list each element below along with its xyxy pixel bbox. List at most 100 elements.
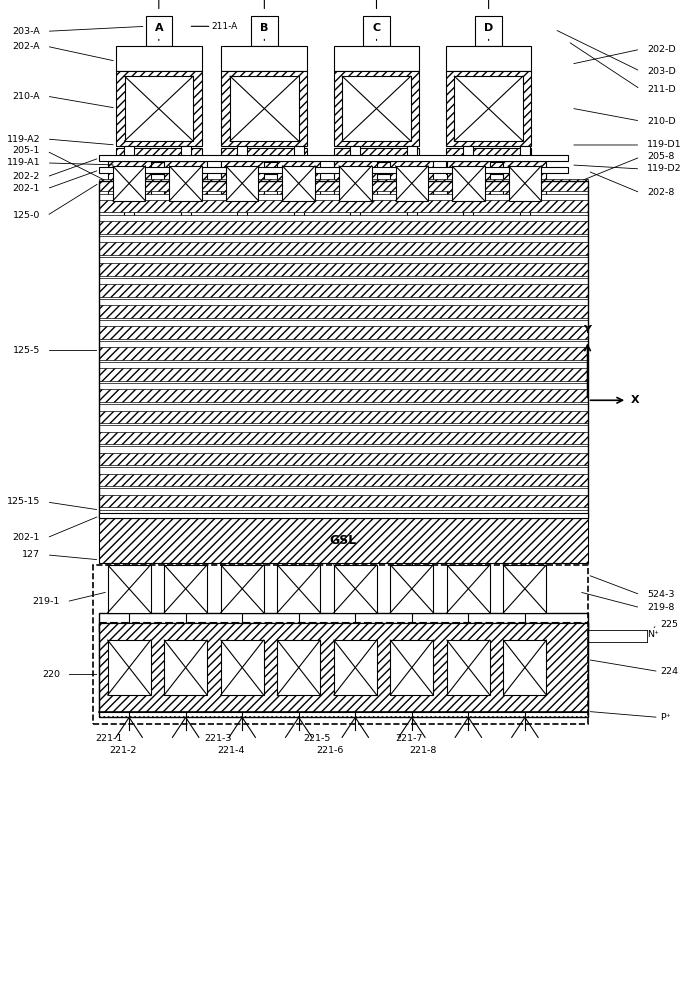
Text: 219-1: 219-1	[32, 597, 60, 606]
Text: 119-A1: 119-A1	[6, 158, 40, 167]
Bar	[350, 206, 361, 221]
Text: 205-1: 205-1	[12, 146, 40, 155]
Bar	[100, 167, 568, 173]
Text: 125-5: 125-5	[12, 346, 40, 355]
Bar	[100, 221, 588, 234]
Bar	[164, 161, 207, 206]
Bar	[100, 263, 588, 276]
Text: 221-5: 221-5	[303, 734, 331, 743]
Bar	[221, 640, 264, 695]
Text: N⁺: N⁺	[647, 630, 659, 639]
Text: C: C	[372, 23, 380, 33]
Bar	[100, 155, 568, 161]
Bar	[100, 453, 588, 465]
Bar	[504, 161, 546, 206]
Bar	[124, 146, 134, 161]
Bar	[100, 284, 588, 297]
Bar	[222, 162, 308, 174]
Bar	[100, 383, 588, 392]
Text: 119-D2: 119-D2	[647, 164, 682, 173]
Bar	[222, 71, 308, 146]
Text: 211-D: 211-D	[647, 85, 676, 94]
Bar	[363, 16, 389, 46]
Bar	[334, 71, 420, 146]
Bar	[508, 166, 541, 201]
Bar	[230, 76, 299, 141]
Bar	[390, 161, 433, 206]
Bar	[334, 565, 377, 613]
Text: 221-7: 221-7	[396, 734, 423, 743]
Bar	[294, 146, 303, 161]
Bar	[504, 565, 546, 613]
Text: 202-2: 202-2	[12, 172, 40, 181]
Bar	[100, 179, 588, 191]
Bar	[100, 215, 588, 223]
Text: D: D	[484, 23, 493, 33]
Bar	[446, 162, 532, 174]
Text: 203-D: 203-D	[647, 67, 676, 76]
Bar	[452, 166, 484, 201]
Bar	[100, 495, 588, 507]
Bar	[100, 341, 588, 349]
Text: 211-A: 211-A	[212, 22, 238, 31]
Text: 220: 220	[42, 670, 60, 679]
Bar	[100, 518, 588, 563]
Bar	[100, 432, 588, 444]
Bar	[294, 206, 303, 221]
Bar	[237, 146, 247, 161]
Bar	[334, 640, 377, 695]
Bar	[100, 513, 588, 518]
Bar	[108, 565, 151, 613]
Text: 221-6: 221-6	[316, 746, 344, 755]
Bar	[475, 16, 502, 46]
Bar	[520, 206, 530, 221]
Bar	[464, 146, 473, 161]
Text: B: B	[260, 23, 268, 33]
Text: 221-2: 221-2	[109, 746, 136, 755]
Bar	[100, 257, 588, 265]
Bar	[407, 146, 417, 161]
Text: 125-15: 125-15	[7, 497, 40, 506]
Text: 210-A: 210-A	[12, 92, 40, 101]
Bar	[447, 565, 490, 613]
Bar	[334, 162, 420, 174]
Bar	[226, 166, 259, 201]
Bar	[146, 16, 172, 46]
Bar	[125, 76, 193, 141]
Text: 127: 127	[22, 550, 40, 559]
Bar	[100, 411, 588, 423]
Bar	[181, 206, 191, 221]
Bar	[100, 389, 588, 402]
Bar	[222, 46, 308, 71]
Bar	[446, 71, 532, 146]
Bar	[100, 181, 588, 518]
Bar	[113, 166, 145, 201]
Bar	[251, 16, 277, 46]
Bar	[334, 46, 420, 71]
Bar	[93, 565, 588, 724]
Text: A: A	[155, 23, 163, 33]
Bar	[100, 362, 588, 370]
Bar	[116, 71, 202, 146]
Bar	[116, 162, 202, 174]
Bar	[277, 640, 320, 695]
Bar	[100, 425, 588, 434]
Bar	[277, 161, 320, 206]
Bar	[221, 161, 264, 206]
Bar	[277, 565, 320, 613]
Bar	[100, 305, 588, 318]
Bar	[339, 166, 372, 201]
Bar	[100, 299, 588, 307]
Text: 524-3: 524-3	[647, 590, 674, 599]
Bar	[447, 161, 490, 206]
Bar	[100, 510, 588, 518]
Bar	[100, 613, 588, 717]
Bar	[100, 347, 588, 360]
Text: X: X	[630, 395, 639, 405]
Bar	[520, 146, 530, 161]
Bar	[396, 166, 428, 201]
Text: 210-D: 210-D	[647, 117, 676, 126]
Text: 202-A: 202-A	[12, 42, 40, 51]
Bar	[100, 236, 588, 244]
Bar	[446, 148, 532, 160]
